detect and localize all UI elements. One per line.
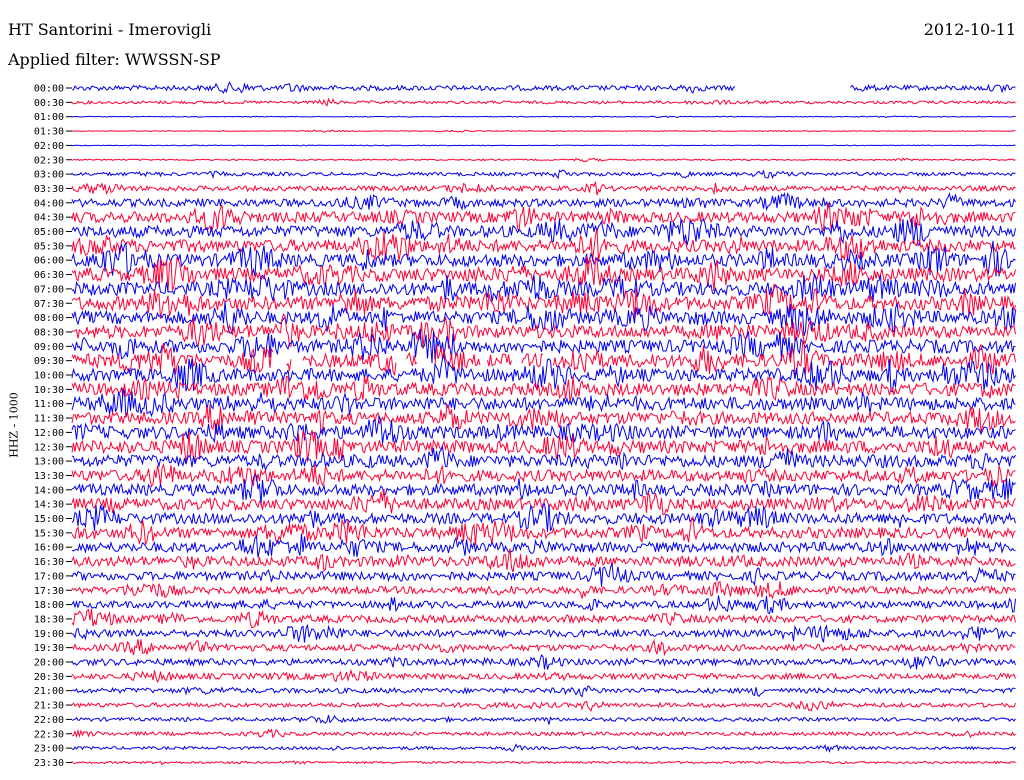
trace-row <box>71 201 1016 233</box>
row-time-label: 00:00 <box>34 84 64 95</box>
row-time-label: 07:00 <box>34 284 64 295</box>
row-time-label: 19:00 <box>34 629 64 640</box>
row-time-label: 15:00 <box>34 514 64 525</box>
row-time-label: 01:30 <box>34 127 64 138</box>
row-time-label: 14:30 <box>34 500 64 511</box>
trace-row <box>71 624 1016 643</box>
row-time-label: 10:00 <box>34 371 64 382</box>
row-time-label: 03:30 <box>34 184 64 195</box>
trace-row <box>71 255 1016 293</box>
row-time-label: 09:00 <box>34 342 64 353</box>
row-time-label: 17:30 <box>34 586 64 597</box>
trace-row <box>71 608 1016 629</box>
trace-row <box>71 144 1016 147</box>
trace-row <box>71 430 1016 463</box>
trace-row <box>71 580 1016 600</box>
trace-row <box>71 313 1016 349</box>
trace-row <box>71 668 1016 684</box>
row-time-label: 00:30 <box>34 98 64 109</box>
date-label: 2012-10-11 <box>923 20 1016 39</box>
row-time-label: 12:30 <box>34 442 64 453</box>
trace-row <box>71 375 1016 402</box>
trace-row <box>71 97 1016 107</box>
trace-row <box>71 81 1016 95</box>
row-time-label: 15:30 <box>34 528 64 539</box>
trace-row <box>71 181 1016 196</box>
trace-row <box>71 191 1016 212</box>
trace-row <box>71 654 1016 670</box>
row-time-label: 11:00 <box>34 399 64 410</box>
trace-row <box>71 340 1016 377</box>
trace-row <box>71 283 1016 320</box>
row-time-label: 22:00 <box>34 715 64 726</box>
row-time-label: 18:00 <box>34 600 64 611</box>
row-time-label: 07:30 <box>34 299 64 310</box>
row-time-label: 19:30 <box>34 643 64 654</box>
row-time-label: 06:00 <box>34 256 64 267</box>
row-time-label: 23:00 <box>34 744 64 755</box>
trace-row <box>71 474 1016 506</box>
trace-row <box>71 228 1016 262</box>
trace-row <box>71 639 1016 657</box>
row-time-label: 10:30 <box>34 385 64 396</box>
row-time-label: 09:30 <box>34 356 64 367</box>
row-time-label: 02:00 <box>34 141 64 152</box>
trace-row <box>71 714 1016 725</box>
trace-row <box>71 444 1016 472</box>
trace-row <box>71 414 1016 444</box>
row-time-label: 04:00 <box>34 198 64 209</box>
row-time-label: 06:30 <box>34 270 64 281</box>
row-time-label: 04:30 <box>34 213 64 224</box>
trace-row <box>71 595 1016 615</box>
trace-row <box>71 700 1016 712</box>
row-time-label: 05:00 <box>34 227 64 238</box>
trace-row <box>71 217 1016 246</box>
filter-label: Applied filter: WWSSN-SP <box>8 50 221 69</box>
trace-row <box>71 685 1016 698</box>
row-time-label: 18:30 <box>34 614 64 625</box>
row-time-label: 05:30 <box>34 241 64 252</box>
row-time-label: 02:30 <box>34 155 64 166</box>
trace-row <box>71 760 1016 766</box>
row-time-label: 13:30 <box>34 471 64 482</box>
trace-row <box>71 272 1016 304</box>
trace-row <box>71 329 1016 364</box>
trace-row <box>71 533 1016 558</box>
trace-row <box>71 240 1016 279</box>
row-time-label: 17:00 <box>34 571 64 582</box>
station-title: HT Santorini - Imerovigli <box>8 20 212 39</box>
trace-row <box>71 129 1016 133</box>
row-time-label: 11:30 <box>34 414 64 425</box>
trace-row <box>71 503 1016 532</box>
row-time-label: 20:00 <box>34 658 64 669</box>
trace-row <box>71 354 1016 393</box>
row-time-label: 21:30 <box>34 701 64 712</box>
trace-row <box>71 403 1016 435</box>
row-time-label: 14:00 <box>34 485 64 496</box>
row-time-label: 08:00 <box>34 313 64 324</box>
trace-row <box>71 115 1016 118</box>
row-time-label: 13:00 <box>34 457 64 468</box>
trace-row <box>71 515 1016 546</box>
trace-row <box>71 462 1016 488</box>
trace-row <box>71 157 1016 163</box>
trace-row <box>71 563 1016 587</box>
row-time-label: 08:30 <box>34 327 64 338</box>
row-time-label: 03:00 <box>34 170 64 181</box>
row-time-label: 16:00 <box>34 543 64 554</box>
row-time-label: 01:00 <box>34 112 64 123</box>
trace-row <box>71 548 1016 573</box>
row-time-label: 21:00 <box>34 686 64 697</box>
row-time-label: 23:30 <box>34 758 64 769</box>
trace-row <box>71 169 1016 180</box>
trace-row <box>71 728 1016 739</box>
trace-row <box>71 743 1016 754</box>
row-time-label: 16:30 <box>34 557 64 568</box>
row-time-label: 12:00 <box>34 428 64 439</box>
trace-row <box>71 387 1016 418</box>
row-time-label: 22:30 <box>34 729 64 740</box>
row-time-label: 20:30 <box>34 672 64 683</box>
